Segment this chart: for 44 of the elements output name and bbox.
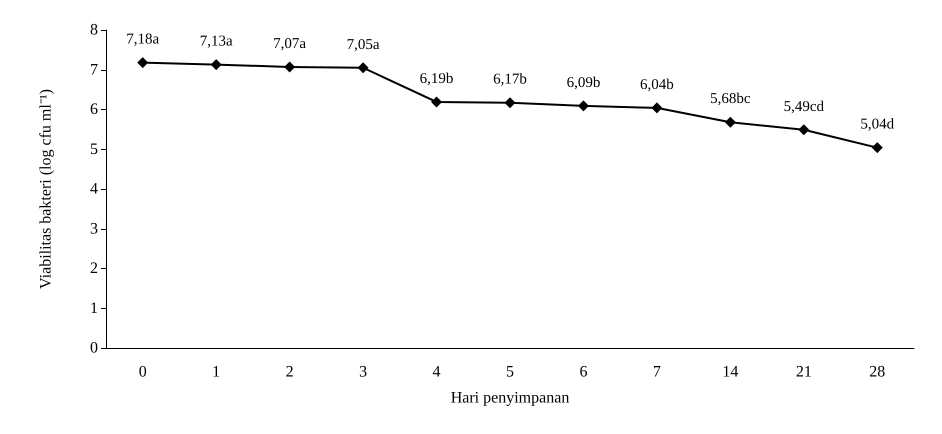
x-tick-label: 21 (796, 364, 812, 380)
point (210, 59, 222, 70)
y-tick-label: 8 (90, 22, 98, 38)
y-tick-label: 5 (90, 140, 98, 158)
data-label: 6,19b (420, 70, 454, 87)
data-label: 7,07a (273, 36, 306, 52)
data-label: 5,68bc (710, 91, 751, 108)
data-label: 7,05a (346, 36, 380, 53)
x-tick-label: 6 (579, 364, 588, 380)
y-tick-label: 1 (90, 300, 98, 317)
point (798, 124, 810, 136)
x-tick-label: 14 (722, 364, 738, 380)
y-tick-label: 2 (90, 260, 98, 277)
data-label: 5,04d (860, 116, 895, 133)
data-label: 5,49cd (784, 98, 825, 115)
point (504, 97, 516, 108)
x-tick-label: 5 (506, 364, 514, 380)
x-tick-label: 3 (359, 364, 368, 380)
y-axis-title: Viabilitas bakteri (log cfu ml⁻¹) (38, 89, 54, 289)
x-tick-label: 2 (286, 364, 294, 380)
data-label: 6,17b (493, 72, 527, 88)
point (137, 57, 148, 68)
x-tick-label: 0 (138, 364, 147, 380)
x-tick-label: 7 (652, 364, 661, 380)
data-label: 6,09b (566, 74, 600, 91)
y-tick-label: 6 (90, 101, 98, 118)
x-axis-title: Hari penyimpanan (450, 390, 570, 406)
point (872, 142, 883, 154)
y-tick-label: 0 (90, 340, 98, 356)
y-tick-label: 7 (90, 61, 98, 78)
y-tick-label: 4 (90, 180, 98, 198)
data-label: 7,18a (126, 32, 160, 48)
x-tick-label: 28 (869, 364, 886, 380)
point (284, 61, 296, 72)
y-tick-label: 3 (90, 220, 98, 238)
data-label: 6,04b (640, 76, 674, 93)
x-tick-label: 1 (212, 364, 220, 380)
point (724, 116, 736, 128)
point (578, 100, 589, 112)
point (651, 102, 662, 114)
x-tick-label: 4 (432, 364, 441, 380)
point (431, 96, 442, 108)
data-label: 7,13a (200, 34, 233, 50)
point (358, 62, 369, 74)
